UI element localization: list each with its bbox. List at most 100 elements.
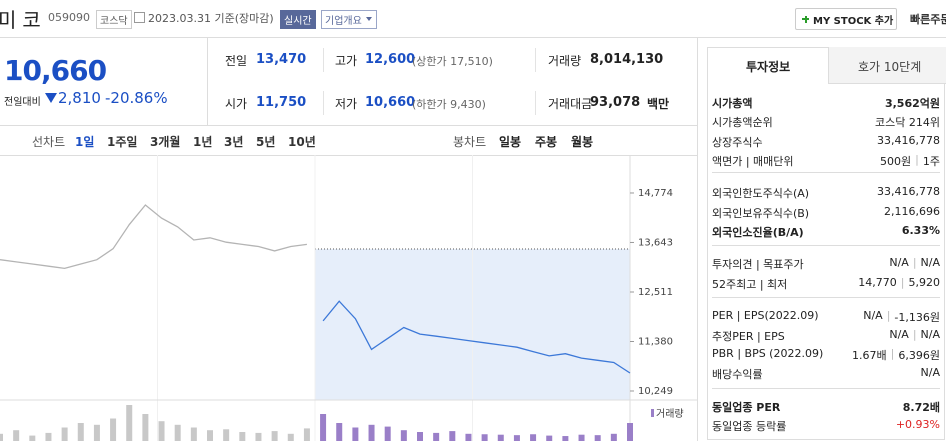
- change-rate: -20.86%: [105, 89, 168, 107]
- info-value: 8.72배: [902, 401, 940, 414]
- info-separator: [712, 172, 940, 173]
- volume-bar: [126, 405, 133, 441]
- info-value: 14,770: [858, 276, 897, 289]
- quote-extra: (상한가 17,510): [412, 55, 493, 68]
- info-value: 33,416,778: [877, 185, 940, 198]
- qdiv4: [535, 91, 536, 115]
- info-label: 52주최고 | 최저: [712, 278, 788, 291]
- qdiv2: [535, 48, 536, 72]
- info-values: N/A | N/A: [889, 256, 940, 269]
- info-row: 동일업종 등락률 +0.93%: [712, 416, 940, 435]
- price-line: [322, 300, 631, 374]
- info-values: N/A | N/A: [889, 328, 940, 341]
- chart: 14,774 13,643 12,511 11,380 10,249 거래량: [0, 155, 697, 441]
- info-label: 동일업종 PER: [712, 401, 781, 414]
- panel-box: [707, 47, 945, 440]
- overview-dropdown[interactable]: 기업개요: [321, 10, 377, 29]
- period-tab[interactable]: 3년: [224, 135, 244, 149]
- value-separator: |: [915, 153, 919, 166]
- dropdown-caret: [366, 17, 372, 24]
- info-row: 시가총액 3,562억원: [712, 93, 940, 112]
- period-tab[interactable]: 1일: [75, 135, 95, 149]
- info-value: N/A: [889, 256, 909, 269]
- info-label: 액면가 | 매매단위: [712, 155, 794, 168]
- plus-v: [804, 15, 807, 23]
- tab-rule: [0, 155, 697, 156]
- info-values: 코스닥 214위: [875, 114, 940, 130]
- info-values: N/A: [921, 366, 940, 379]
- info-value: +0.93%: [895, 418, 940, 431]
- y-tick-label: 10,249: [638, 386, 673, 397]
- info-value: 3,562억원: [884, 97, 940, 110]
- line-tab-label: 선차트: [32, 135, 66, 149]
- period-tab[interactable]: 5년: [256, 135, 276, 149]
- value-separator: |: [900, 276, 905, 289]
- qdiv1: [323, 48, 324, 72]
- info-row: 상장주식수 33,416,778: [712, 132, 940, 151]
- quote-value: 11,750: [256, 95, 307, 110]
- volume-bar: [13, 430, 20, 441]
- info-value: N/A: [920, 366, 940, 379]
- stock-code: 059090: [48, 11, 90, 24]
- candle-tab[interactable]: 월봉: [571, 135, 594, 149]
- volume-bar: [627, 423, 633, 441]
- info-row: 외국인소진율(B/A) 6.33%: [712, 222, 940, 241]
- info-row: 액면가 | 매매단위 500원 | 1주: [712, 151, 940, 170]
- volume-bar: [513, 435, 520, 441]
- candle-tab[interactable]: 일봉: [499, 135, 522, 149]
- volume-bar: [384, 426, 391, 441]
- quote-label: 거래대금: [548, 97, 593, 111]
- qdiv3: [323, 91, 324, 115]
- info-row: 52주최고 | 최저 14,770 | 5,920: [712, 274, 940, 293]
- candle-tab[interactable]: 주봉: [535, 135, 558, 149]
- info-value: 6.33%: [901, 224, 940, 237]
- volume-bar: [610, 433, 617, 441]
- info-tab[interactable]: 호가 10단계: [858, 60, 922, 74]
- volume-bar: [562, 436, 569, 441]
- volume-bar: [594, 435, 601, 441]
- info-label: PER | EPS(2022.09): [712, 309, 819, 322]
- volume-bar: [303, 428, 310, 441]
- volume-bar: [352, 427, 359, 441]
- info-row: 투자의견 | 목표주가 N/A | N/A: [712, 254, 940, 273]
- price-divider: [207, 38, 208, 125]
- panel-rule: [697, 38, 698, 441]
- quote-value: 13,470: [256, 52, 307, 67]
- volume-bar: [481, 434, 488, 441]
- volume-bar: [93, 424, 100, 441]
- quote-value: 10,660: [365, 95, 416, 110]
- info-row: 외국인한도주식수(A) 33,416,778: [712, 183, 940, 202]
- mystock-button[interactable]: MY STOCK 추가: [795, 8, 897, 30]
- info-label: 배당수익률: [712, 368, 763, 381]
- volume-bar: [368, 424, 375, 441]
- quote-label: 고가: [335, 54, 358, 68]
- info-tab[interactable]: 투자정보: [746, 60, 791, 74]
- period-tab[interactable]: 1주일: [107, 135, 138, 149]
- y-tick-label: 14,774: [638, 188, 673, 199]
- volume-bar: [287, 433, 294, 441]
- volume-bar: [61, 427, 68, 441]
- info-separator: [712, 297, 940, 298]
- top-rule: [0, 37, 946, 38]
- volume-bar: [449, 431, 456, 441]
- info-value: 5,920: [908, 276, 941, 289]
- period-tab[interactable]: 1년: [193, 135, 213, 149]
- info-label: PBR | BPS (2022.09): [712, 347, 824, 360]
- info-row: PER | EPS(2022.09) N/A | -1,136원: [712, 307, 940, 326]
- volume-bar: [239, 432, 246, 441]
- period-tab[interactable]: 10년: [288, 135, 316, 149]
- info-values: 500원 | 1주: [880, 153, 940, 169]
- period-tab[interactable]: 3개월: [150, 135, 181, 149]
- info-row: 배당수익률 N/A: [712, 364, 940, 383]
- info-label: 동일업종 등락률: [712, 420, 787, 433]
- info-values: 33,416,778: [877, 185, 940, 198]
- quote-label: 전일: [225, 54, 248, 68]
- info-value: 500원: [880, 155, 912, 168]
- value-separator: |: [912, 256, 917, 269]
- info-value: 33,416,778: [877, 134, 940, 147]
- quick-order[interactable]: 빠른주문: [910, 13, 946, 26]
- info-values: 14,770 | 5,920: [858, 276, 940, 289]
- info-row: 시가총액순위 코스닥 214위: [712, 112, 940, 131]
- volume-bar: [433, 432, 440, 441]
